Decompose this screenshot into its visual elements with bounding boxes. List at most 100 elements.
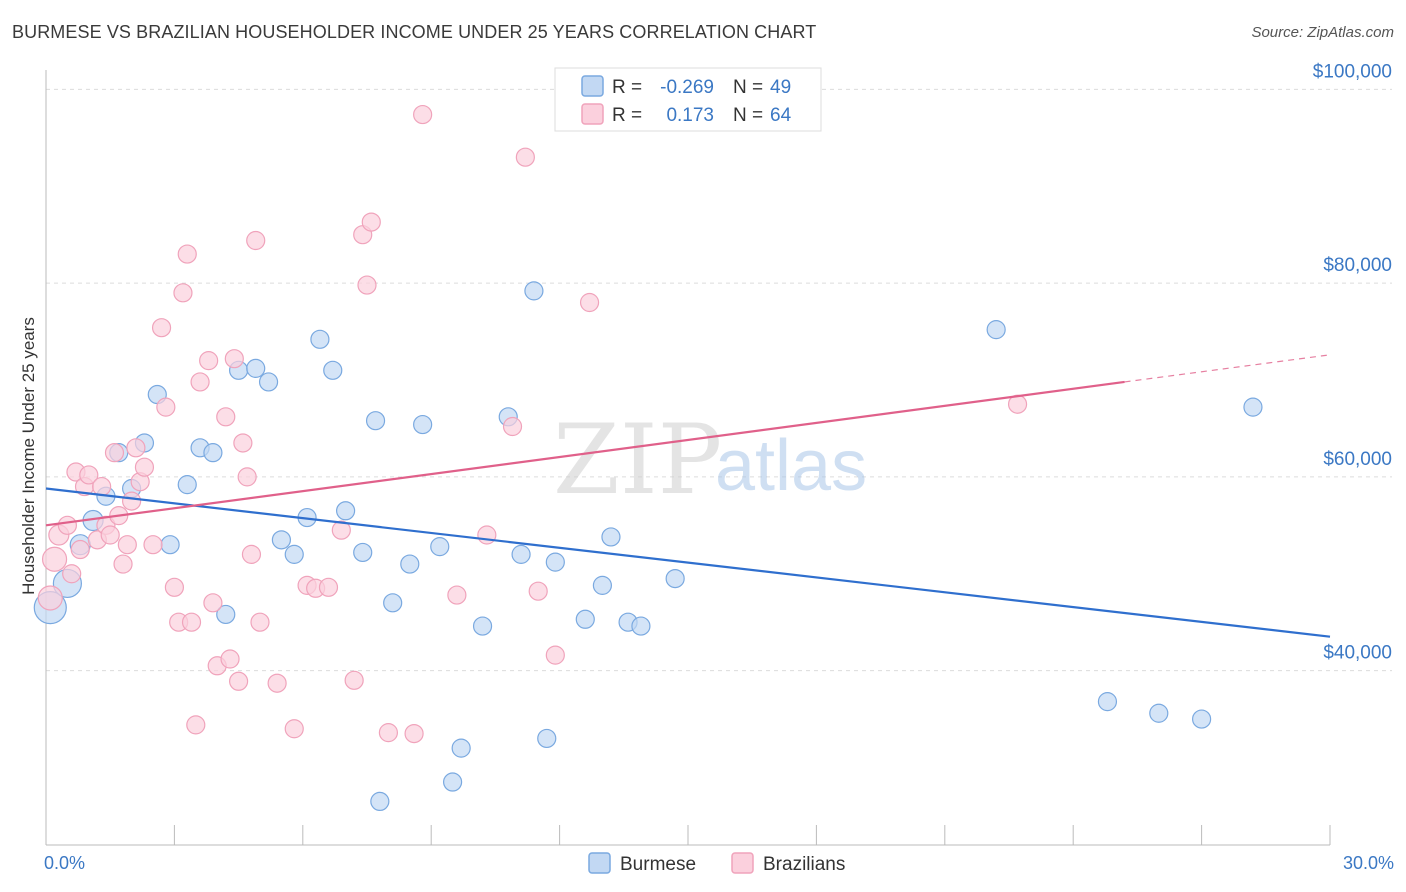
burmese-point-29 — [443, 772, 463, 792]
burmese-point-15 — [246, 358, 266, 378]
brazilians-point-55 — [502, 416, 523, 437]
y-tick-label-1: $80,000 — [1323, 255, 1392, 276]
brazilians-point-29 — [203, 593, 223, 613]
burmese-point-17 — [271, 530, 291, 550]
burmese-trend-line — [45, 487, 1331, 638]
burmese-point-45 — [1097, 692, 1118, 712]
burmese-point-35 — [537, 728, 557, 749]
brazilians-point-36 — [237, 467, 257, 487]
brazilians-point-62 — [126, 438, 146, 458]
legend-r-value-brazilians: 0.173 — [666, 105, 714, 126]
brazilians-point-38 — [246, 230, 266, 251]
brazilians-point-52 — [413, 104, 433, 125]
chart-source: Source: ZipAtlas.com — [1251, 24, 1394, 41]
series-legend: Burmese Brazilians — [588, 852, 845, 875]
legend-brazilians-swatch — [731, 852, 754, 874]
brazilians-point-44 — [318, 577, 339, 597]
burmese-point-30 — [451, 738, 471, 758]
burmese-point-36 — [545, 552, 565, 572]
brazilians-point-46 — [344, 670, 364, 690]
brazilians-point-19 — [143, 535, 163, 555]
brazilians-point-51 — [404, 723, 424, 744]
legend-r-label-brazilians: R = — [612, 105, 642, 126]
legend-burmese-label: Burmese — [620, 854, 696, 875]
burmese-point-26 — [400, 554, 420, 574]
brazilians-point-34 — [229, 671, 249, 691]
brazilians-point-63 — [70, 539, 90, 560]
brazilians-point-16 — [122, 491, 142, 511]
legend-r-value-burmese: -0.269 — [660, 77, 714, 98]
brazilians-point-48 — [357, 275, 377, 295]
brazilians-point-45 — [331, 520, 351, 540]
brazilians-point-1 — [41, 546, 68, 572]
watermark-zip: ZIP — [553, 404, 722, 516]
brazilians-point-35 — [233, 433, 253, 453]
x-ticks — [173, 825, 1331, 845]
brazilians-point-49 — [361, 212, 381, 232]
gridlines — [46, 88, 1392, 672]
burmese-point-21 — [323, 360, 343, 380]
brazilians-point-50 — [378, 723, 398, 743]
brazilians-point-14 — [113, 554, 133, 574]
brazilians-point-32 — [220, 649, 240, 669]
brazilians-point-40 — [267, 673, 287, 693]
brazilians-point-0 — [37, 585, 63, 611]
brazilians-point-21 — [156, 397, 176, 417]
legend-burmese-swatch — [588, 852, 611, 874]
brazilians-point-24 — [173, 283, 193, 303]
brazilians-point-37 — [241, 544, 262, 564]
burmese-point-46 — [1149, 703, 1169, 723]
burmese-point-23 — [353, 542, 373, 563]
legend-n-label-burmese: N = — [733, 77, 763, 98]
burmese-point-28 — [430, 537, 450, 557]
burmese-point-20 — [310, 329, 330, 349]
brazilians-point-20 — [151, 318, 172, 338]
y-axis-title: Householder Income Under 25 years — [19, 317, 38, 595]
brazilians-point-31 — [216, 407, 236, 427]
brazilians-point-18 — [134, 457, 155, 477]
burmese-point-34 — [524, 281, 544, 301]
y-tick-labels: $100,000 $80,000 $60,000 $40,000 — [1313, 61, 1392, 663]
burmese-point-10 — [177, 475, 197, 495]
brazilians-trend-line — [45, 380, 1125, 527]
brazilians-point-27 — [190, 372, 210, 392]
brazilians-point-22 — [164, 577, 184, 597]
brazilians-point-39 — [250, 612, 270, 632]
burmese-point-48 — [1243, 397, 1263, 417]
brazilians-point-58 — [545, 645, 565, 665]
brazilians-point-41 — [284, 719, 304, 739]
burmese-point-24 — [365, 411, 386, 431]
brazilians-point-26 — [186, 715, 206, 735]
burmese-point-31 — [472, 616, 493, 636]
burmese-point-39 — [601, 527, 621, 547]
burmese-point-13 — [216, 604, 236, 625]
watermark-atlas: atlas — [715, 426, 867, 506]
brazilians-point-28 — [199, 351, 219, 371]
legend-r-label-burmese: R = — [612, 77, 642, 98]
burmese-point-18 — [284, 544, 304, 564]
burmese-point-12 — [203, 443, 223, 463]
x-tick-label-max: 30.0% — [1343, 853, 1394, 873]
burmese-point-16 — [258, 372, 279, 392]
brazilians-point-54 — [477, 525, 497, 545]
legend-n-value-brazilians: 64 — [770, 105, 792, 126]
brazilians-trend-extension — [1124, 354, 1331, 383]
brazilians-point-7 — [79, 465, 99, 485]
burmese-point-27 — [413, 414, 433, 435]
burmese-point-33 — [511, 544, 531, 564]
legend-n-label-brazilians: N = — [733, 105, 763, 126]
y-tick-label-3: $40,000 — [1323, 643, 1392, 664]
y-tick-label-0: $100,000 — [1313, 61, 1392, 82]
burmese-point-43 — [370, 791, 390, 812]
burmese-point-44 — [986, 320, 1006, 340]
stats-legend: R = -0.269 N = 49 R = 0.173 N = 64 — [554, 67, 822, 132]
brazilians-point-53 — [447, 585, 467, 605]
brazilians-point-3 — [57, 515, 78, 535]
brazilians-point-25 — [177, 244, 197, 264]
burmese-point-47 — [1191, 709, 1212, 729]
data-points — [33, 104, 1263, 812]
chart-title: BURMESE VS BRAZILIAN HOUSEHOLDER INCOME … — [12, 22, 817, 42]
watermark: ZIP atlas — [553, 404, 867, 516]
brazilians-point-33 — [224, 349, 244, 369]
